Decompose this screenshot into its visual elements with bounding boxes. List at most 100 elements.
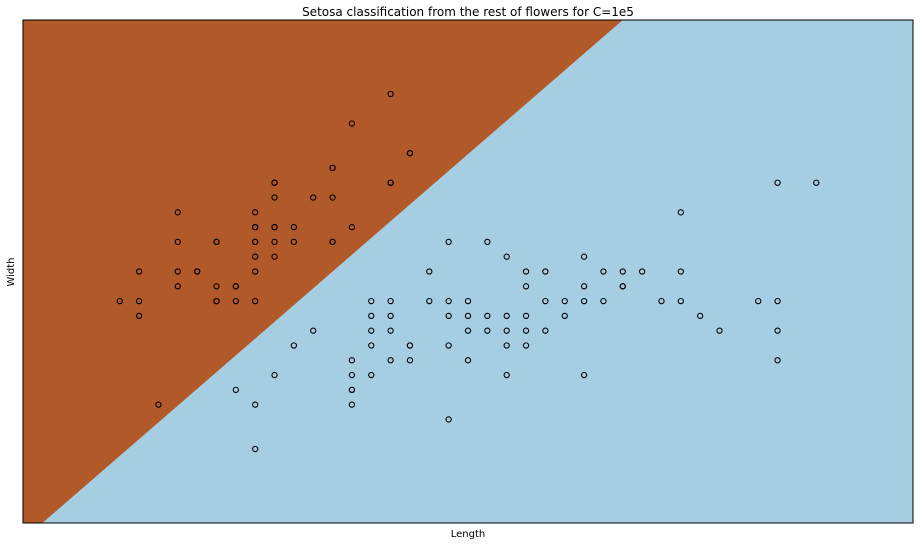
data-point: [252, 223, 259, 231]
data-point: [484, 238, 491, 246]
data-point: [348, 357, 356, 364]
data-point: [580, 253, 588, 260]
data-point: [232, 386, 239, 394]
data-point: [580, 283, 588, 290]
data-point: [368, 297, 375, 305]
data-point: [503, 371, 510, 379]
data-point: [522, 312, 530, 320]
data-point: [774, 357, 781, 364]
data-point: [271, 194, 278, 201]
data-point: [174, 268, 181, 275]
data-point: [697, 312, 704, 320]
plot-frame: [22, 19, 914, 524]
data-point: [522, 283, 530, 290]
data-point: [135, 297, 143, 305]
data-point: [213, 297, 220, 305]
data-point: [213, 283, 220, 290]
data-point: [755, 297, 762, 305]
data-point: [406, 149, 414, 157]
data-point: [271, 179, 278, 186]
data-point: [116, 297, 123, 305]
data-point: [348, 223, 356, 231]
data-point: [774, 179, 781, 186]
data-point: [445, 416, 452, 423]
data-point: [290, 223, 298, 231]
data-point: [619, 283, 626, 290]
data-point: [174, 238, 181, 246]
data-point: [232, 297, 239, 305]
data-point: [387, 179, 394, 186]
data-point: [445, 342, 452, 349]
data-point: [522, 268, 530, 275]
data-point: [677, 297, 684, 305]
data-point: [290, 342, 298, 349]
data-point: [503, 253, 510, 260]
data-point: [252, 253, 259, 260]
data-point: [426, 297, 433, 305]
points-layer: [116, 90, 820, 453]
data-point: [406, 342, 414, 349]
data-point: [368, 312, 375, 320]
data-point: [522, 342, 530, 349]
data-point: [522, 327, 530, 334]
data-point: [329, 238, 336, 246]
data-point: [774, 297, 781, 305]
data-point: [484, 327, 491, 334]
data-point: [290, 238, 298, 246]
data-point: [580, 297, 588, 305]
data-point: [193, 268, 201, 275]
data-point: [464, 312, 472, 320]
data-point: [310, 194, 317, 201]
data-point: [271, 371, 278, 379]
data-point: [619, 268, 626, 275]
x-axis-label: Length: [451, 529, 486, 540]
data-point: [348, 386, 356, 394]
data-point: [600, 268, 607, 275]
data-point: [174, 209, 181, 216]
data-point: [368, 342, 375, 349]
y-axis-label: Width: [6, 257, 17, 286]
data-point: [252, 401, 259, 408]
data-point: [638, 268, 646, 275]
data-point: [368, 327, 375, 334]
data-point: [252, 268, 259, 275]
data-point: [464, 327, 472, 334]
data-point: [503, 342, 510, 349]
data-point: [135, 312, 143, 320]
data-point: [213, 238, 220, 246]
data-point: [542, 268, 549, 275]
data-point: [271, 253, 278, 260]
data-point: [387, 327, 394, 334]
data-point: [271, 238, 278, 246]
data-point: [387, 312, 394, 320]
data-point: [329, 164, 336, 172]
data-point: [658, 297, 665, 305]
data-point: [716, 327, 723, 334]
data-point: [348, 371, 356, 379]
data-point: [348, 120, 356, 127]
data-point: [252, 445, 259, 453]
data-point: [580, 371, 588, 379]
data-point: [368, 371, 375, 379]
data-point: [503, 327, 510, 334]
data-point: [310, 327, 317, 334]
data-point: [155, 401, 162, 408]
data-point: [387, 357, 394, 364]
data-point: [677, 268, 684, 275]
data-point: [135, 268, 143, 275]
data-point: [677, 209, 684, 216]
data-point: [600, 297, 607, 305]
data-point: [503, 312, 510, 320]
data-point: [406, 357, 414, 364]
data-point: [426, 268, 433, 275]
data-point: [542, 327, 549, 334]
chart-title: Setosa classification from the rest of f…: [302, 5, 634, 19]
data-point: [561, 312, 568, 320]
data-point: [348, 401, 356, 408]
data-point: [329, 194, 336, 201]
data-point: [542, 297, 549, 305]
data-point: [813, 179, 820, 186]
data-point: [774, 327, 781, 334]
data-point: [387, 297, 394, 305]
